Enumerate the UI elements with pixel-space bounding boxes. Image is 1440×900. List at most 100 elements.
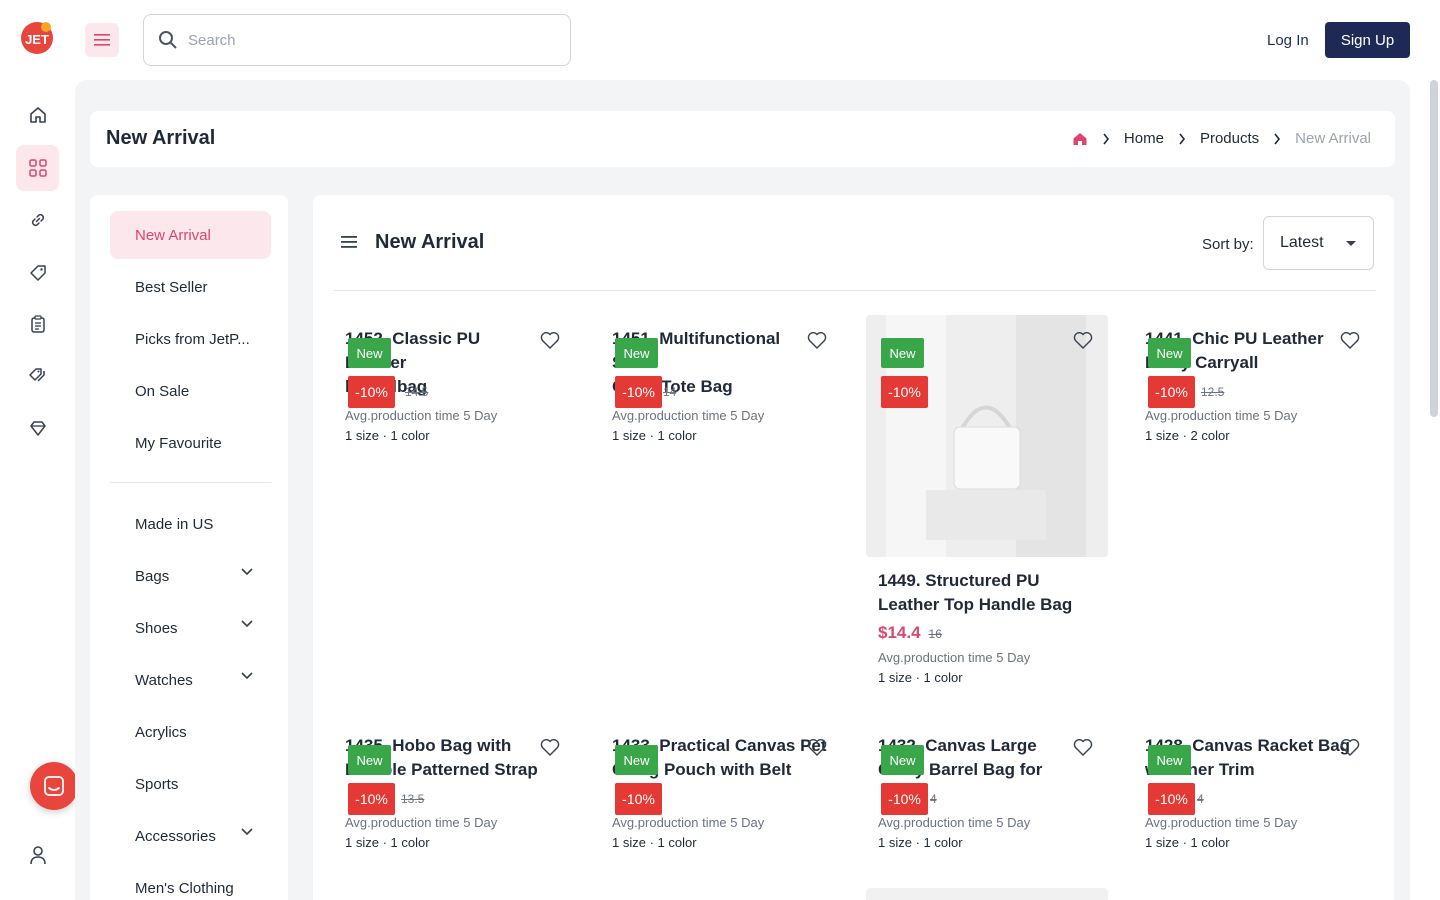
category-label: My Favourite [135,434,222,452]
hamburger-menu-button[interactable] [85,23,119,57]
category-watches[interactable]: Watches [110,656,271,704]
product-card[interactable]: 1435. Hobo Bag with D hable Patterned St… [333,722,575,882]
price-row: $14.4 16 [878,623,942,643]
account-button[interactable] [26,843,50,867]
new-badge: New [615,338,658,368]
top-header: JET Log In Sign Up [0,0,1440,80]
heart-icon[interactable] [1339,329,1361,351]
new-badge: New [348,338,391,368]
discount-badge: -10% [348,783,395,815]
discount-badge: -10% [881,783,928,815]
chevron-down-icon [241,828,253,836]
chevron-down-icon [241,568,253,576]
breadcrumb-products[interactable]: Products [1199,130,1260,147]
login-button[interactable]: Log In [1267,31,1309,49]
page-title: New Arrival [106,127,216,149]
rail-home[interactable] [16,92,59,138]
heart-icon[interactable] [1072,329,1094,351]
category-on-sale[interactable]: On Sale [110,367,271,415]
breadcrumb: Home Products New Arrival [1072,130,1371,147]
search-input[interactable] [188,31,548,49]
products-title: New Arrival [375,231,485,253]
category-shoes[interactable]: Shoes [110,604,271,652]
home-icon[interactable] [1072,131,1088,147]
heart-icon[interactable] [1072,736,1094,758]
chevron-down-icon [241,672,253,680]
new-badge: New [1148,745,1191,775]
product-card[interactable]: New -10% 1449. Structured PU Leather Top… [866,315,1108,695]
variant-summary: 1 size · 1 color [878,670,963,685]
chat-button[interactable] [30,762,78,810]
grid-icon [28,159,47,177]
production-time: Avg.production time 5 Day [1145,408,1298,423]
heart-icon[interactable] [806,736,828,758]
category-picks[interactable]: Picks from JetP... [110,315,271,363]
product-card[interactable]: 1432. Canvas Large C city Barrel Bag for… [866,722,1108,882]
rail-products[interactable] [16,145,59,191]
production-time: Avg.production time 5 Day [1145,815,1298,830]
home-icon [29,107,46,123]
page-title-bar: New Arrival Home Products New Arrival [90,111,1395,167]
sort-dropdown[interactable]: Latest [1263,216,1374,270]
rail-promotions[interactable] [16,353,59,399]
product-card[interactable]: 1428. Canvas Racket Bag w eather Trim Ne… [1133,722,1375,882]
production-time: Avg.production time 5 Day [612,408,765,423]
production-time: Avg.production time 5 Day [345,408,498,423]
production-time: Avg.production time 5 Day [345,815,498,830]
sale-price: $14.4 [878,623,921,642]
product-title[interactable]: 1449. Structured PU Leather Top Handle B… [878,571,1073,614]
list-menu-icon[interactable] [341,235,357,249]
products-panel: New Arrival Sort by: Latest 1452. Classi… [313,195,1394,900]
page-scrollbar[interactable] [1430,80,1438,417]
heart-icon[interactable] [539,329,561,351]
category-acrylics[interactable]: Acrylics [110,708,271,756]
product-image[interactable] [866,888,1108,900]
clipboard-icon [30,315,45,333]
variant-summary: 1 size · 1 color [612,428,697,443]
original-price: 14 [663,385,677,399]
rail-tags[interactable] [16,250,59,296]
original-price: 13.5 [401,792,425,806]
search-icon [159,31,177,49]
sort-value: Latest [1280,234,1324,251]
category-mens-clothing[interactable]: Men's Clothing [110,864,271,900]
category-my-favourite[interactable]: My Favourite [110,419,271,467]
variant-summary: 1 size · 1 color [1145,835,1230,850]
signup-button[interactable]: Sign Up [1325,22,1410,58]
new-badge: New [881,745,924,775]
new-badge: New [1148,338,1191,368]
rail-orders[interactable] [16,301,59,347]
main-content: New Arrival Home Products New Arrival Ne… [75,80,1410,900]
chat-icon [44,776,64,796]
rail-links[interactable] [16,197,59,243]
jet-logo[interactable]: JET [18,18,56,56]
rail-premium[interactable] [16,405,59,451]
heart-icon[interactable] [1339,736,1361,758]
menu-icon [94,34,110,46]
product-card[interactable]: 1452. Classic PU Leather l Handbag New -… [333,315,575,695]
breadcrumb-home[interactable]: Home [1123,130,1164,147]
heart-icon[interactable] [806,329,828,351]
category-label: On Sale [135,382,190,400]
link-icon [31,213,44,227]
category-new-arrival[interactable]: New Arrival [110,211,271,259]
category-label: Made in US [135,515,214,533]
category-best-seller[interactable]: Best Seller [110,263,271,311]
price-row: 14 [663,385,676,399]
category-label: Sports [135,775,179,793]
search-bar[interactable] [143,14,571,66]
production-time: Avg.production time 5 Day [878,650,1031,665]
discount-badge: -10% [348,376,395,408]
variant-summary: 1 size · 1 color [345,428,430,443]
category-made-in-us[interactable]: Made in US [110,500,271,548]
original-price: 4 [930,792,937,806]
product-card[interactable]: 1441. Chic PU Leather E day Carryall New… [1133,315,1375,695]
caret-down-icon [1346,241,1356,246]
category-bags[interactable]: Bags [110,552,271,600]
product-card[interactable]: 1451. Multifunctional Side- O Pet Tote B… [600,315,842,695]
category-accessories[interactable]: Accessories [110,812,271,860]
heart-icon[interactable] [539,736,561,758]
product-card[interactable]: 1433. Practical Canvas Pet Ca ng Pouch w… [600,722,842,882]
original-price: 12.5 [1201,385,1225,399]
category-sports[interactable]: Sports [110,760,271,808]
